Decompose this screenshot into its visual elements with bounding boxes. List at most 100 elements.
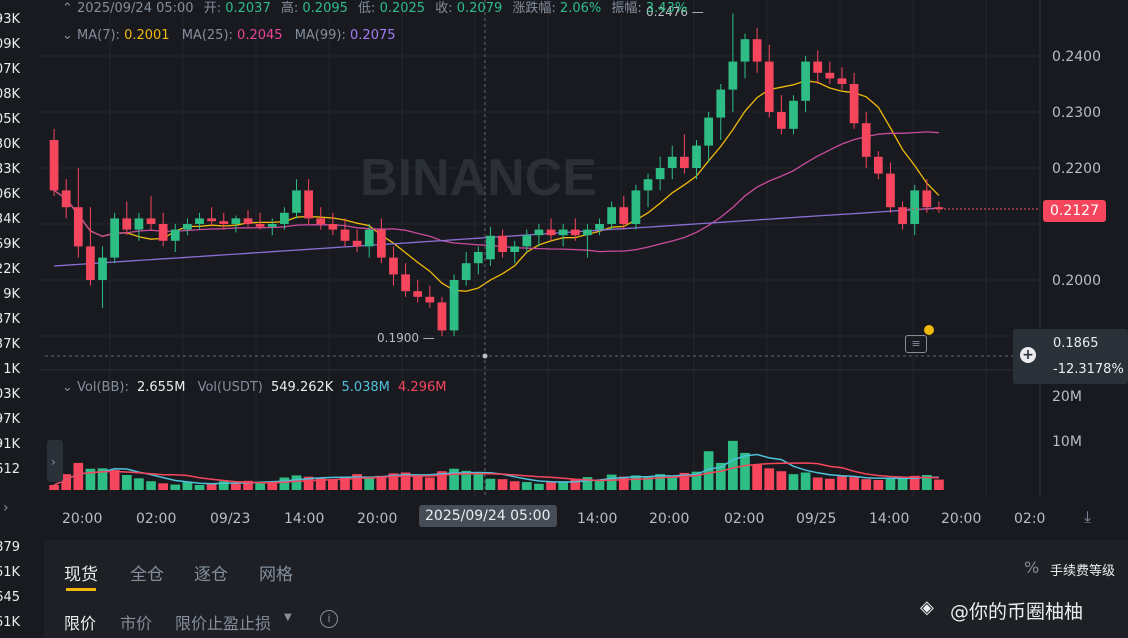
low-label: 低: bbox=[358, 1, 376, 16]
volume-bar bbox=[582, 477, 593, 490]
open-label: 开: bbox=[203, 1, 222, 16]
price-axis-label: 0.2200 bbox=[1052, 161, 1101, 177]
info-icon[interactable]: i bbox=[320, 610, 338, 628]
candle-body bbox=[595, 224, 604, 230]
order-type-market[interactable]: 市价 bbox=[120, 614, 153, 633]
volume-bar bbox=[206, 483, 217, 490]
volume-bar bbox=[109, 470, 120, 490]
volume-bar bbox=[85, 468, 96, 490]
orderbook-price: 83K bbox=[0, 162, 20, 177]
chevron-right-icon[interactable]: › bbox=[3, 500, 9, 516]
candle-body bbox=[740, 39, 750, 62]
fee-level-link[interactable]: 手续费等级 bbox=[1050, 564, 1116, 579]
kline-chart[interactable]: BINANCE 0.2476 — 0.1900 — 0.2400 0.2300 0.220… bbox=[40, 0, 1128, 540]
volume-bar bbox=[364, 477, 375, 490]
orderbook-price: 06K bbox=[0, 187, 20, 202]
orderbook-price: 97K bbox=[0, 412, 20, 427]
candle-body bbox=[170, 229, 180, 241]
candle-body bbox=[449, 280, 459, 331]
volume-bar bbox=[303, 476, 314, 490]
time-axis-label: 20:00 bbox=[62, 511, 102, 527]
candle-body bbox=[183, 224, 192, 230]
candle-body bbox=[510, 246, 520, 252]
candle-body bbox=[667, 156, 677, 168]
volume-bar bbox=[521, 482, 532, 490]
time-axis-label: 09/25 bbox=[796, 511, 836, 527]
crosshair-time: 2025/09/24 05:00 bbox=[419, 505, 557, 527]
tab-spot[interactable]: 现货 bbox=[64, 565, 98, 585]
orderbook-price: 87K bbox=[0, 312, 20, 327]
caret-down-icon[interactable]: ▼ bbox=[284, 612, 292, 623]
volume-bar bbox=[437, 471, 447, 490]
volume-bar bbox=[849, 477, 859, 490]
orderbook-price: 07K bbox=[0, 62, 20, 77]
orderbook-price: 69K bbox=[0, 237, 20, 252]
tab-grid[interactable]: 网格 bbox=[259, 565, 293, 585]
plus-icon[interactable]: + bbox=[1020, 347, 1036, 363]
high-price-marker: 0.2476 — bbox=[646, 5, 704, 19]
candle-body bbox=[498, 235, 507, 252]
vol-usdt-value: 549.262K bbox=[271, 380, 334, 395]
time-axis-label: 02:00 bbox=[724, 511, 764, 527]
volume-bar bbox=[218, 481, 229, 490]
volume-bar bbox=[703, 451, 714, 490]
candle-body bbox=[461, 263, 471, 280]
orderbook-price: 08K bbox=[0, 87, 20, 102]
candle-body bbox=[207, 218, 217, 222]
candle-body bbox=[134, 218, 144, 230]
vol-ma2-value: 4.296M bbox=[398, 380, 447, 395]
volume-bar bbox=[352, 474, 362, 490]
orderbook-price: 03K bbox=[0, 387, 20, 402]
candle-body bbox=[534, 229, 544, 236]
orderbook-price: 61K bbox=[0, 565, 20, 580]
candle-body bbox=[655, 168, 665, 180]
order-type-limit[interactable]: 限价 bbox=[64, 614, 97, 633]
chevron-down-icon[interactable]: ⌄ bbox=[62, 380, 78, 395]
candle-body bbox=[861, 123, 871, 157]
candle-body bbox=[898, 207, 907, 224]
ma99-label: MA(99): bbox=[294, 28, 346, 43]
volume-bar bbox=[146, 481, 156, 490]
candle-body bbox=[364, 229, 374, 247]
time-axis-label: 02:0 bbox=[1014, 511, 1045, 527]
watermark-text: BINANCE bbox=[360, 149, 597, 207]
volume-bar bbox=[764, 468, 775, 490]
amp-label: 振幅: bbox=[611, 1, 642, 16]
chevron-down-icon[interactable]: ⌄ bbox=[62, 28, 78, 43]
orderbook-bottom: 879 61K 645 61K bbox=[0, 540, 22, 638]
ohlc-datetime: 2025/09/24 05:00 bbox=[77, 1, 194, 16]
ma25-line bbox=[53, 131, 939, 253]
trade-panel: 现货 全仓 逐仓 网格 % 手续费等级 限价 市价 限价止盈止损 ▼ i ◈ @… bbox=[44, 540, 1128, 638]
orderbook-price: 1K bbox=[3, 362, 20, 377]
candle-body bbox=[546, 229, 556, 236]
candle-body bbox=[934, 207, 944, 209]
ma25-value: 0.2045 bbox=[237, 28, 283, 43]
orderbook-price: 9K bbox=[3, 287, 20, 302]
volume-bar bbox=[558, 481, 569, 490]
candle-body bbox=[776, 112, 786, 129]
volume-bar bbox=[328, 479, 338, 490]
volume-bar bbox=[497, 479, 508, 490]
volume-bar bbox=[73, 462, 84, 490]
volume-bar bbox=[691, 471, 702, 490]
volume-bar bbox=[667, 476, 678, 490]
alert-icon[interactable]: ≡ bbox=[905, 335, 927, 353]
percent-icon[interactable]: % bbox=[1024, 558, 1040, 577]
volume-bar bbox=[934, 479, 944, 490]
tab-isolated[interactable]: 逐仓 bbox=[194, 565, 228, 585]
order-type-stop-limit[interactable]: 限价止盈止损 bbox=[175, 614, 272, 633]
candle-body bbox=[304, 190, 313, 219]
candle-body bbox=[146, 218, 156, 224]
candle-body bbox=[413, 291, 423, 297]
volume-bar bbox=[618, 476, 629, 490]
volume-bar bbox=[461, 470, 472, 490]
fit-scale-icon[interactable]: ⤓ bbox=[1084, 507, 1092, 526]
tab-cross[interactable]: 全仓 bbox=[130, 565, 164, 585]
candle-body bbox=[752, 39, 762, 62]
volume-bar bbox=[594, 480, 605, 490]
candle-body bbox=[619, 207, 629, 224]
volume-bar bbox=[752, 464, 762, 490]
orderbook-price: 22K bbox=[0, 262, 20, 277]
volume-ma10-line bbox=[53, 462, 939, 486]
volume-bar bbox=[812, 477, 823, 490]
